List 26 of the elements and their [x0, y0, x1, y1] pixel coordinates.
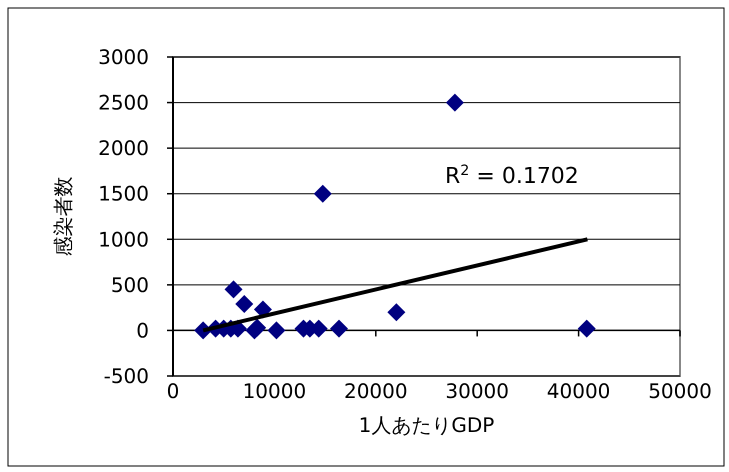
point: [330, 320, 348, 338]
x-axis-title: 1人あたりGDP: [358, 413, 494, 437]
x-tick-label: 40000: [546, 379, 610, 403]
annotation: R$^{2}$ = 0.1702: [445, 163, 579, 189]
point: [578, 320, 596, 338]
point: [248, 318, 266, 337]
x-tick-label: 10000: [242, 379, 306, 403]
x-tick-label: 30000: [445, 379, 510, 403]
point: [267, 321, 286, 340]
y-tick-label: 0: [136, 318, 149, 342]
point: [235, 294, 254, 313]
y-tick-label: 2500: [98, 90, 149, 115]
x-tick-label: 20000: [344, 379, 408, 403]
x-tick-label: 0: [166, 379, 180, 403]
y-tick-label: 500: [110, 272, 149, 297]
x-tick-label: 50000: [648, 379, 712, 403]
y-tick-label: -500: [104, 364, 149, 388]
y-tick-label: 3000: [98, 45, 149, 69]
y-tick-label: 1500: [98, 182, 149, 206]
y-tick-label: 1000: [98, 227, 149, 252]
point: [224, 280, 243, 298]
point: [446, 94, 464, 112]
point: [314, 184, 332, 203]
y-axis-title: 感染者数: [51, 176, 75, 256]
y-tick-label: 2000: [98, 136, 149, 160]
point: [387, 303, 406, 322]
